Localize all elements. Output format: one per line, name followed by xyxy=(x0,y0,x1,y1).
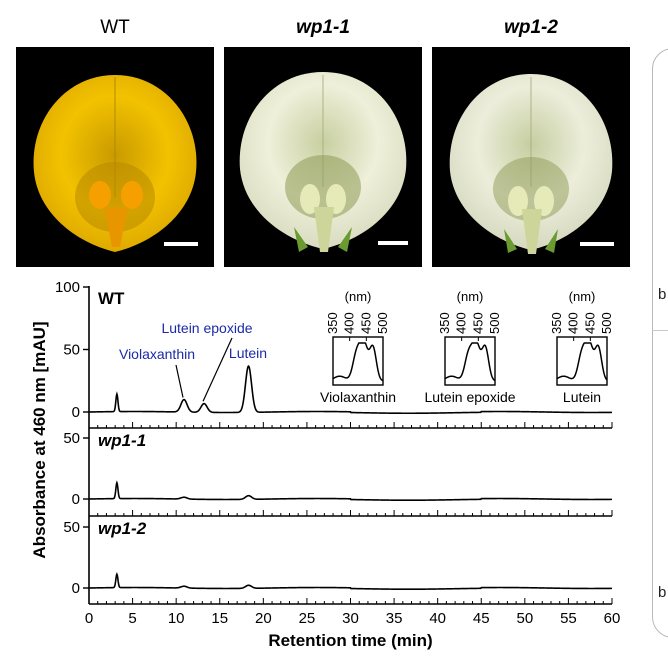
spectrum-curve xyxy=(332,342,384,382)
y-axis-label: Absorbance at 460 nm [mAU] xyxy=(30,321,49,558)
peak-label: Lutein epoxide xyxy=(161,320,252,336)
spectrum-label: Violaxanthin xyxy=(320,389,396,405)
photo-label-wt: WT xyxy=(100,17,130,38)
spectrum-inset xyxy=(556,336,608,386)
peak-leader-line xyxy=(202,337,233,402)
spectrum-label: Lutein epoxide xyxy=(424,389,515,405)
spectrum-tick-label: 450 xyxy=(358,312,373,334)
x-tick-label: 45 xyxy=(473,610,490,627)
panel-label-wp1-2: wp1-2 xyxy=(98,519,147,538)
x-tick-label: 0 xyxy=(85,610,93,627)
trace-wp1-2 xyxy=(88,571,612,591)
side-panel-label-bottom: b xyxy=(658,584,667,601)
x-tick-label: 25 xyxy=(299,610,316,627)
peak-label: Lutein xyxy=(229,345,267,361)
trace-WT xyxy=(88,364,612,415)
spectrum-tick-label: 450 xyxy=(470,312,485,334)
spectrum-tick-label: 400 xyxy=(454,312,469,334)
flower-photo-wp1-2 xyxy=(432,47,630,267)
x-axis-label: Retention time (min) xyxy=(268,631,432,650)
panel-label-wp1-1: wp1-1 xyxy=(98,431,146,450)
x-tick-label: 10 xyxy=(168,610,185,627)
x-tick-label: 50 xyxy=(516,610,533,627)
spectrum-unit: (nm) xyxy=(457,289,484,304)
y-tick-label: 0 xyxy=(72,404,80,421)
spectrum-tick-label: 400 xyxy=(342,312,357,334)
spectrum-label: Lutein xyxy=(563,389,601,405)
spectrum-tick-label: 400 xyxy=(566,312,581,334)
x-tick-label: 35 xyxy=(386,610,403,627)
y-tick-label: 100 xyxy=(55,279,80,296)
spectrum-tick-label: 450 xyxy=(582,312,597,334)
spectrum-tick-label: 350 xyxy=(437,312,452,334)
x-tick-label: 5 xyxy=(128,610,136,627)
y-tick-label: 50 xyxy=(63,342,80,359)
flower-photo-wt xyxy=(16,47,214,267)
spectrum-tick-label: 350 xyxy=(325,312,340,334)
spectrum-unit: (nm) xyxy=(569,289,596,304)
y-tick-label: 0 xyxy=(72,580,80,597)
peak-leader-line xyxy=(175,364,184,398)
spectrum-tick-label: 500 xyxy=(375,312,390,334)
spectrum-unit: (nm) xyxy=(345,289,372,304)
side-panel-label-top: b xyxy=(658,286,667,303)
x-tick-label: 20 xyxy=(255,610,272,627)
y-tick-label: 0 xyxy=(72,491,80,508)
spectrum-curve xyxy=(444,342,496,382)
spectrum-tick-label: 350 xyxy=(549,312,564,334)
flower-photo-wp1-1 xyxy=(224,47,422,267)
spectrum-tick-label: 500 xyxy=(487,312,502,334)
x-tick-label: 30 xyxy=(342,610,359,627)
panel-label-WT: WT xyxy=(98,289,125,308)
spectrum-tick-label: 500 xyxy=(599,312,614,334)
y-tick-label: 50 xyxy=(63,430,80,447)
x-tick-label: 60 xyxy=(604,610,621,627)
trace-wp1-1 xyxy=(88,480,612,502)
photo-label-wp1-2: wp1-2 xyxy=(504,17,558,38)
spectrum-inset xyxy=(444,336,496,386)
x-tick-label: 40 xyxy=(429,610,446,627)
y-tick-label: 50 xyxy=(63,519,80,536)
x-tick-label: 55 xyxy=(560,610,577,627)
photo-label-wp1-1: wp1-1 xyxy=(296,17,350,38)
peak-label: Violaxanthin xyxy=(119,346,195,362)
x-tick-label: 15 xyxy=(211,610,228,627)
spectrum-curve xyxy=(556,342,608,381)
